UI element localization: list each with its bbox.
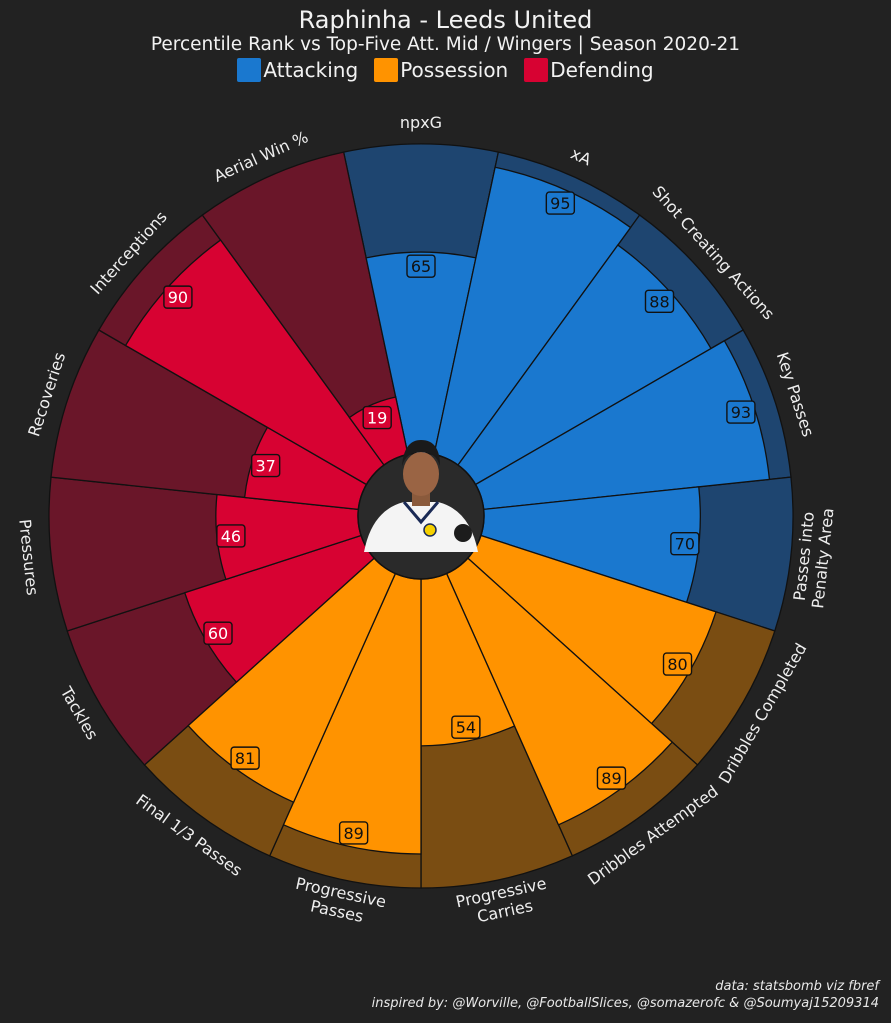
value-label-progressive-carries: 54 bbox=[456, 718, 476, 737]
value-label-dribbles-attempted: 89 bbox=[601, 769, 621, 788]
value-badge-interceptions: 90 bbox=[163, 285, 193, 309]
legend: Attacking Possession Defending bbox=[0, 58, 891, 82]
value-label-final-1-3-passes: 81 bbox=[235, 749, 255, 768]
value-badge-dribbles-completed: 80 bbox=[662, 652, 693, 676]
value-badge-tackles: 60 bbox=[203, 621, 233, 645]
value-badge-pressures: 46 bbox=[216, 524, 246, 548]
value-badge-progressive-carries: 54 bbox=[451, 715, 481, 739]
value-label-recoveries: 37 bbox=[255, 457, 275, 476]
player-photo-icon bbox=[364, 440, 478, 552]
value-badge-key-passes: 93 bbox=[726, 400, 756, 424]
value-label-aerial-win: 19 bbox=[367, 409, 387, 428]
footer-source: data: statsbomb viz fbref bbox=[715, 979, 879, 994]
value-label-progressive-passes: 89 bbox=[343, 824, 363, 843]
center-hub bbox=[357, 440, 485, 580]
legend-swatch-attacking bbox=[237, 58, 262, 82]
legend-label-possession: Possession bbox=[400, 58, 509, 82]
category-label-xa: xA bbox=[568, 144, 594, 170]
value-label-shot-creating-actions: 88 bbox=[649, 292, 669, 311]
legend-item-attacking: Attacking bbox=[237, 58, 358, 82]
footer-credits: inspired by: @Worville, @FootballSlices,… bbox=[371, 996, 879, 1011]
category-label-pressures: Pressures bbox=[15, 518, 42, 596]
chart-title: Raphinha - Leeds United bbox=[298, 6, 593, 34]
value-label-passes-into-penalty-area: 70 bbox=[675, 535, 695, 554]
value-badge-npxg: 65 bbox=[406, 254, 436, 278]
category-label-passes-into-penalty-area: Passes intoPenalty Area bbox=[789, 505, 837, 609]
value-badge-final-1-3-passes: 81 bbox=[230, 746, 260, 770]
legend-swatch-defending bbox=[524, 58, 549, 82]
legend-item-possession: Possession bbox=[374, 58, 508, 82]
value-badge-dribbles-attempted: 89 bbox=[596, 766, 627, 790]
value-badge-aerial-win: 19 bbox=[362, 405, 392, 430]
value-label-key-passes: 93 bbox=[731, 403, 751, 422]
chart-subtitle: Percentile Rank vs Top-Five Att. Mid / W… bbox=[150, 34, 741, 55]
legend-label-defending: Defending bbox=[550, 58, 654, 82]
legend-item-defending: Defending bbox=[524, 58, 654, 82]
legend-label-attacking: Attacking bbox=[263, 58, 359, 82]
value-badge-progressive-passes: 89 bbox=[338, 821, 369, 845]
value-badge-xa: 95 bbox=[545, 191, 576, 215]
value-label-dribbles-completed: 80 bbox=[667, 655, 687, 674]
value-label-interceptions: 90 bbox=[168, 288, 188, 307]
legend-swatch-possession bbox=[374, 58, 399, 82]
value-badge-shot-creating-actions: 88 bbox=[644, 289, 675, 313]
value-label-pressures: 46 bbox=[221, 527, 241, 546]
category-label-npxg: npxG bbox=[400, 113, 442, 132]
value-label-npxg: 65 bbox=[411, 257, 431, 276]
value-badges: 65 95 88 93 70 80 89 54 89 81 60 46 37 90 19 bbox=[163, 191, 756, 845]
value-label-xa: 95 bbox=[550, 194, 570, 213]
value-badge-recoveries: 37 bbox=[250, 453, 281, 478]
value-badge-passes-into-penalty-area: 70 bbox=[670, 532, 700, 556]
value-label-tackles: 60 bbox=[208, 624, 228, 643]
